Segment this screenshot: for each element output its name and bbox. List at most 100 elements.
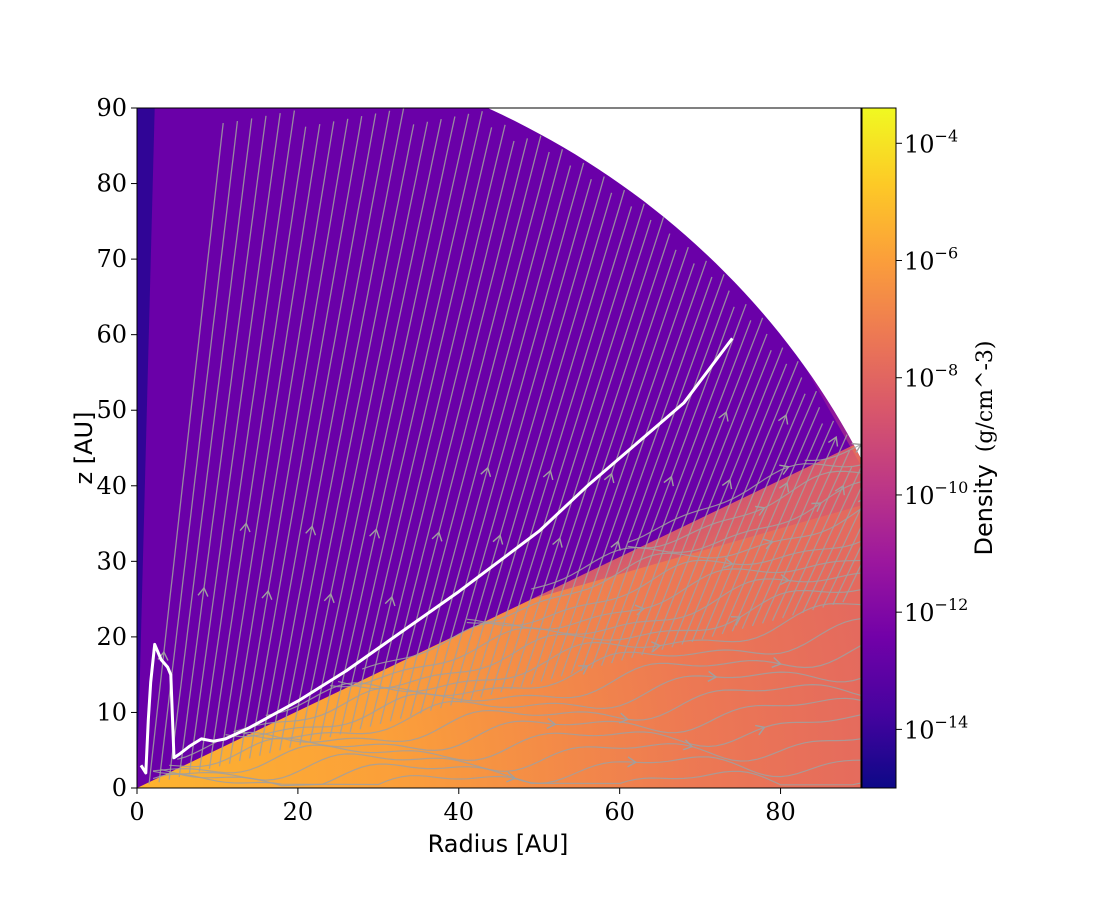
streamline bbox=[319, 116, 456, 740]
streamline-arrow bbox=[578, 665, 589, 675]
streamline bbox=[540, 246, 689, 682]
streamline bbox=[329, 113, 470, 738]
streamline bbox=[466, 508, 861, 624]
streamline bbox=[520, 233, 671, 688]
colorbar-tick-label: 10−14 bbox=[904, 712, 968, 744]
streamline bbox=[711, 390, 817, 637]
disk-surface-transition-band bbox=[531, 366, 861, 600]
axis-jet-density-region bbox=[137, 108, 155, 788]
y-tick-label: 30 bbox=[96, 547, 127, 575]
y-tick-label: 40 bbox=[96, 472, 127, 500]
streamline bbox=[429, 162, 585, 711]
y-tick-label: 80 bbox=[96, 170, 127, 198]
streamline bbox=[369, 140, 515, 727]
streamline bbox=[330, 572, 861, 688]
streamline bbox=[152, 738, 861, 781]
streamline bbox=[218, 123, 321, 767]
streamline bbox=[460, 192, 613, 703]
colorbar-tick-label: 10−6 bbox=[904, 244, 958, 276]
streamline-arrow bbox=[603, 472, 615, 484]
streamline-arrow bbox=[723, 557, 734, 569]
streamline bbox=[148, 123, 224, 785]
streamline-arrow bbox=[480, 466, 492, 478]
streamline bbox=[168, 118, 253, 780]
streamline bbox=[804, 443, 861, 462]
x-tick-label: 20 bbox=[283, 798, 314, 826]
streamline bbox=[681, 360, 799, 645]
streamline-arrow bbox=[755, 724, 766, 736]
streamline-arrow bbox=[431, 531, 443, 542]
colorbar-ticks: 10−14 10−12 10−10 10−8 10−6 10−4 bbox=[896, 126, 968, 744]
streamline bbox=[248, 115, 363, 759]
streamline-arrow bbox=[779, 574, 790, 586]
x-tick-label: 80 bbox=[765, 798, 796, 826]
streamline bbox=[241, 671, 861, 740]
streamline bbox=[450, 176, 605, 706]
streamline bbox=[651, 350, 772, 653]
streamline-arrow bbox=[763, 538, 774, 550]
streamline bbox=[359, 124, 506, 730]
colorbar-tick-label: 10−10 bbox=[904, 478, 968, 510]
streamline-arrow bbox=[323, 592, 335, 604]
x-axis-ticks: 0 20 40 60 80 bbox=[129, 788, 796, 826]
y-tick-label: 0 bbox=[112, 774, 127, 802]
streamline bbox=[153, 714, 861, 774]
streamline bbox=[510, 217, 665, 690]
streamline bbox=[671, 363, 788, 648]
streamline bbox=[782, 466, 853, 619]
streamline bbox=[530, 249, 677, 685]
colorbar-tick-label: 10−8 bbox=[904, 361, 958, 393]
streamline-arrow bbox=[828, 435, 839, 447]
streamline-arrow bbox=[492, 534, 504, 545]
streamline-arrow bbox=[384, 595, 396, 607]
streamline bbox=[842, 563, 861, 603]
streamline bbox=[580, 274, 725, 672]
streamline-arrow bbox=[305, 525, 317, 536]
streamline-arrows bbox=[157, 410, 861, 783]
streamline bbox=[188, 113, 281, 775]
streamline bbox=[379, 138, 529, 725]
streamline-arrow bbox=[542, 469, 554, 481]
x-tick-label: 40 bbox=[444, 798, 475, 826]
streamline bbox=[299, 121, 429, 746]
streamline bbox=[480, 206, 633, 698]
streamline bbox=[279, 108, 405, 751]
y-tick-label: 50 bbox=[96, 396, 127, 424]
colorbar: 10−14 10−12 10−10 10−8 10−6 10−4 Density (g/c… bbox=[861, 107, 998, 789]
streamline bbox=[259, 113, 377, 756]
streamline bbox=[590, 290, 730, 669]
streamline bbox=[490, 203, 645, 695]
streamline bbox=[440, 179, 592, 709]
colorbar-label: Density (g/cm^-3) bbox=[970, 341, 998, 556]
streamline bbox=[500, 219, 652, 693]
streamline-arrow bbox=[730, 616, 742, 626]
streamline bbox=[419, 165, 572, 714]
y-tick-label: 90 bbox=[96, 94, 127, 122]
streamline bbox=[399, 151, 550, 719]
y-tick-label: 20 bbox=[96, 623, 127, 651]
streamline bbox=[627, 463, 861, 543]
streamline-arrow bbox=[682, 739, 694, 751]
streamline bbox=[361, 559, 861, 670]
y-tick-label: 60 bbox=[96, 321, 127, 349]
streamline bbox=[631, 317, 764, 659]
streamline bbox=[470, 189, 626, 701]
streamline bbox=[309, 118, 442, 743]
streamline-arrow bbox=[779, 464, 790, 475]
streamline-arrow bbox=[239, 522, 251, 533]
streamline bbox=[560, 260, 708, 677]
velocity-streamlines bbox=[148, 108, 861, 787]
streamline-arrow bbox=[546, 717, 557, 730]
streamline bbox=[721, 407, 821, 635]
streamline-arrow bbox=[627, 756, 638, 768]
streamline bbox=[349, 127, 493, 733]
streamline bbox=[158, 121, 239, 783]
streamline bbox=[198, 110, 296, 772]
streamline bbox=[233, 618, 861, 733]
colorbar-unit-text: (g/cm^-3) bbox=[973, 341, 998, 453]
x-axis-label: Radius [AU] bbox=[428, 830, 569, 858]
streamline-arrow bbox=[663, 475, 674, 487]
streamline-arrow bbox=[618, 712, 630, 724]
streamline bbox=[208, 126, 307, 769]
